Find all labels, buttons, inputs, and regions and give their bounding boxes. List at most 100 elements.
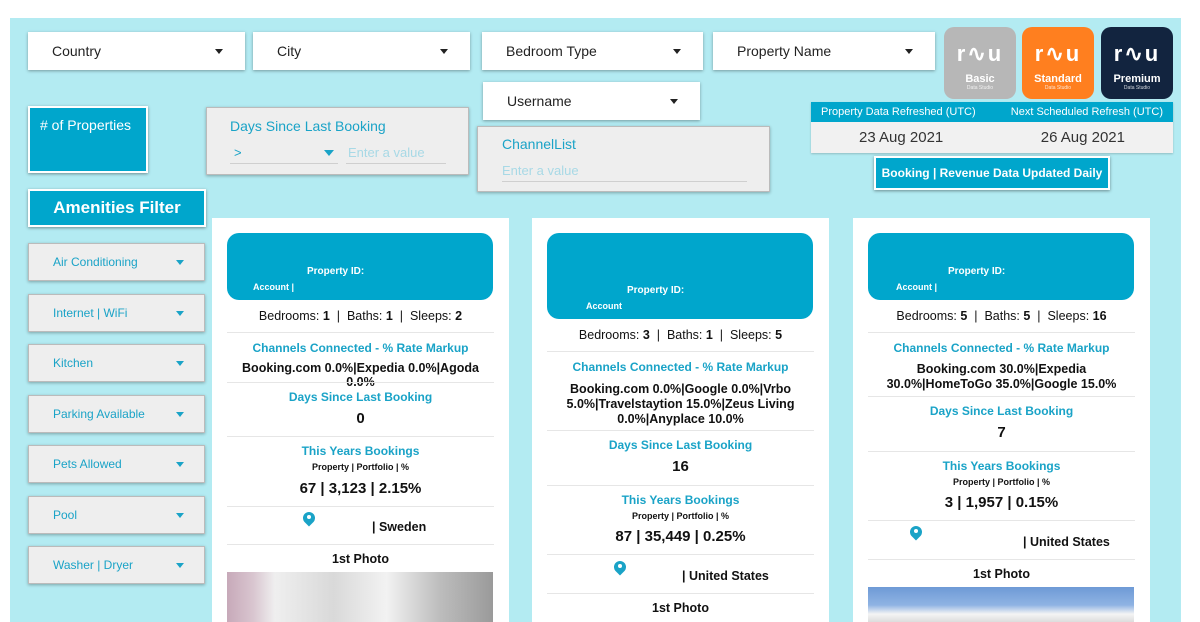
refreshed-header: Property Data Refreshed (UTC) [821, 106, 976, 118]
operator-select[interactable]: > [230, 142, 338, 164]
days-since-value: 16 [672, 458, 689, 475]
amenity-label: Pool [53, 508, 78, 522]
amenity-internet-wifi[interactable]: Internet | WiFi [28, 294, 205, 332]
bookings-title: This Years Bookings [942, 459, 1061, 473]
amenity-washer-dryer[interactable]: Washer | Dryer [28, 546, 205, 584]
divider [227, 382, 494, 383]
ru-logo-icon: r∿u [1113, 41, 1161, 66]
divider [547, 485, 814, 486]
refresh-info-table: Property Data Refreshed (UTC) Next Sched… [811, 102, 1173, 153]
photo-title: 1st Photo [973, 567, 1030, 581]
account-label: Account | [253, 282, 295, 292]
property-name-dropdown-label: Property Name [737, 43, 832, 59]
divider [547, 554, 814, 555]
channels-value: Booking.com 30.0%|Expedia 30.0%|HomeToGo… [886, 362, 1117, 391]
divider [868, 451, 1135, 452]
refreshed-date: 23 Aug 2021 [859, 129, 944, 146]
property-card[interactable]: Property ID: Account | Bedrooms: 1 | Bat… [212, 218, 509, 622]
data-updated-banner: Booking | Revenue Data Updated Daily [874, 156, 1110, 190]
premium-plan-badge[interactable]: r∿u Premium Data Studio [1101, 27, 1173, 99]
country-dropdown[interactable]: Country [28, 32, 245, 70]
rooms-summary: Bedrooms: 5 | Baths: 5 | Sleeps: 16 [896, 309, 1107, 323]
bookings-title: This Years Bookings [301, 444, 420, 458]
chevron-down-icon [176, 360, 184, 366]
amenity-label: Air Conditioning [53, 255, 138, 269]
property-card-header: Property ID: Account | [227, 233, 493, 300]
next-refresh-header: Next Scheduled Refresh (UTC) [1010, 106, 1163, 118]
property-card-header: Property ID: Account [547, 233, 813, 319]
data-updated-text: Booking | Revenue Data Updated Daily [881, 166, 1103, 180]
username-dropdown[interactable]: Username [483, 82, 700, 120]
amenity-label: Internet | WiFi [53, 306, 128, 320]
amenity-kitchen[interactable]: Kitchen [28, 344, 205, 382]
chevron-down-icon [176, 512, 184, 518]
chevron-down-icon [176, 259, 184, 265]
amenity-pool[interactable]: Pool [28, 496, 205, 534]
days-since-value: 0 [356, 410, 365, 427]
channels-title: Channels Connected - % Rate Markup [252, 341, 469, 355]
property-card-header: Property ID: Account | [868, 233, 1134, 300]
basic-plan-label: Basic [965, 73, 995, 85]
account-label: Account | [896, 282, 938, 292]
divider [868, 332, 1135, 333]
property-id-label: Property ID: [627, 285, 685, 296]
basic-plan-badge[interactable]: r∿u Basic Data Studio [944, 27, 1016, 99]
premium-plan-sub: Data Studio [1123, 85, 1151, 91]
location-value: | United States [682, 569, 769, 583]
location-pin-icon [303, 512, 317, 526]
days-since-title: Days Since Last Booking [608, 438, 753, 452]
amenity-air-conditioning[interactable]: Air Conditioning [28, 243, 205, 281]
amenity-pets-allowed[interactable]: Pets Allowed [28, 445, 205, 483]
channel-list-input[interactable]: Enter a value [502, 160, 747, 182]
standard-plan-label: Standard [1034, 73, 1082, 85]
account-label: Account [586, 301, 622, 311]
property-photo [227, 572, 493, 622]
property-name-dropdown[interactable]: Property Name [713, 32, 935, 70]
chevron-down-icon [673, 48, 681, 54]
basic-plan-sub: Data Studio [966, 85, 994, 91]
amenity-label: Washer | Dryer [53, 558, 134, 572]
amenities-filter-title: Amenities Filter [53, 198, 181, 217]
properties-count-label: # of Properties [40, 117, 132, 133]
location-value: | United States [1023, 535, 1110, 549]
days-value-input[interactable]: Enter a value [346, 142, 446, 164]
refresh-table-header: Property Data Refreshed (UTC) Next Sched… [811, 102, 1173, 122]
amenity-label: Parking Available [53, 407, 145, 421]
amenities-filter-header: Amenities Filter [28, 189, 206, 227]
operator-value: > [234, 145, 242, 160]
property-card[interactable]: Property ID: Account | Bedrooms: 5 | Bat… [853, 218, 1150, 622]
property-photo [868, 587, 1134, 622]
rooms-summary: Bedrooms: 1 | Baths: 1 | Sleeps: 2 [258, 309, 463, 323]
city-dropdown[interactable]: City [253, 32, 470, 70]
refresh-table-values: 23 Aug 2021 26 Aug 2021 [811, 122, 1173, 153]
chevron-down-icon [905, 48, 913, 54]
divider [547, 430, 814, 431]
standard-plan-badge[interactable]: r∿u Standard Data Studio [1022, 27, 1094, 99]
bedroom-type-dropdown[interactable]: Bedroom Type [482, 32, 703, 70]
chevron-down-icon [440, 48, 448, 54]
location-value: | Sweden [372, 520, 427, 534]
amenity-parking[interactable]: Parking Available [28, 395, 205, 433]
property-id-label: Property ID: [948, 266, 1006, 277]
channels-value: Booking.com 0.0%|Expedia 0.0%|Agoda 0.0% [242, 361, 479, 389]
ru-logo-icon: r∿u [1034, 41, 1082, 66]
divider [868, 559, 1135, 560]
bookings-sub: Property | Portfolio | % [952, 477, 1051, 487]
bookings-title: This Years Bookings [621, 493, 740, 507]
days-since-title: Days Since Last Booking [288, 390, 433, 404]
dashboard-canvas: Country City Bedroom Type Property Name … [10, 18, 1181, 622]
location-pin-icon [910, 526, 924, 540]
properties-count-card: # of Properties [28, 106, 148, 173]
divider [227, 544, 494, 545]
divider [227, 332, 494, 333]
bedroom-type-dropdown-label: Bedroom Type [506, 43, 597, 59]
channels-title: Channels Connected - % Rate Markup [572, 360, 789, 374]
days-since-filter-label: Days Since Last Booking [230, 118, 386, 134]
divider [868, 396, 1135, 397]
chevron-down-icon [176, 461, 184, 467]
photo-title: 1st Photo [332, 552, 389, 566]
bookings-sub: Property | Portfolio | % [311, 462, 410, 472]
divider [547, 351, 814, 352]
property-card[interactable]: Property ID: Account Bedrooms: 3 | Baths… [532, 218, 829, 622]
days-since-title: Days Since Last Booking [929, 404, 1074, 418]
